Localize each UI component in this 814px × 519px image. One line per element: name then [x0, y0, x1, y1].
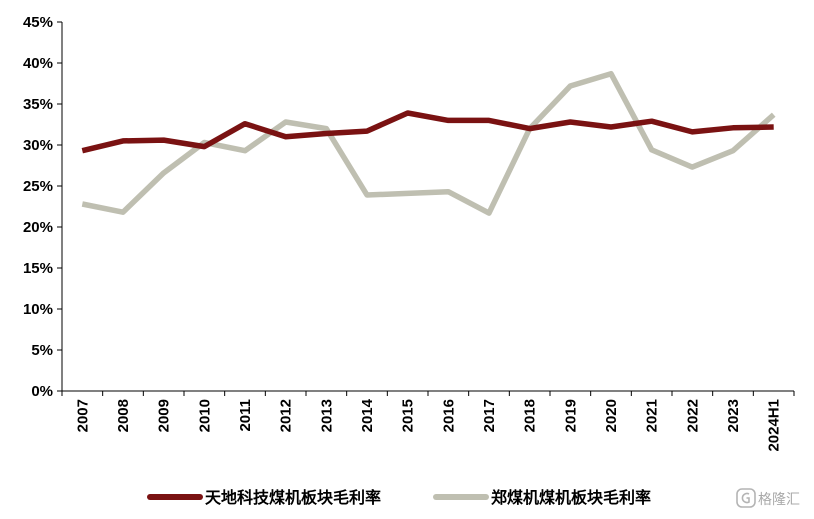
x-tick-label: 2010: [196, 399, 213, 432]
y-tick-label: 10%: [23, 301, 53, 318]
x-tick-label: 2007: [74, 399, 91, 432]
x-tick-label: 2017: [481, 399, 498, 432]
x-tick-label: 2013: [318, 399, 335, 432]
y-tick-label: 35%: [23, 96, 53, 113]
chart-legend: 天地科技煤机板块毛利率 郑煤机煤机板块毛利率: [147, 488, 651, 507]
x-tick-label: 2019: [562, 399, 579, 432]
x-tick-label: 2022: [684, 399, 701, 432]
g-logo-icon: [736, 488, 756, 508]
y-tick-labels: 0% 5% 10% 15% 20% 25% 30% 35% 40% 45%: [23, 14, 53, 400]
y-tick-label: 25%: [23, 178, 53, 195]
y-tick-label: 0%: [31, 383, 53, 400]
x-tick-marks: [61, 391, 795, 396]
watermark-text: 格隆汇: [758, 492, 800, 508]
series-line-1: [81, 110, 774, 154]
y-tick-label: 30%: [23, 137, 53, 154]
legend-label-series-1: 天地科技煤机板块毛利率: [205, 488, 381, 507]
y-tick-label: 5%: [31, 342, 53, 359]
x-tick-label: 2009: [156, 399, 173, 432]
x-tick-labels: 2007 2008 2009 2010 2011 2012 2013 2014 2015 2016…: [74, 398, 782, 451]
x-tick-label: 2008: [115, 399, 132, 432]
chart-axes: [61, 22, 794, 392]
series-lines: [81, 70, 776, 216]
series-1: [81, 110, 774, 154]
y-tick-marks: [57, 21, 62, 392]
x-tick-label: 2015: [400, 399, 417, 432]
legend-label-series-2: 郑煤机煤机板块毛利率: [491, 488, 651, 507]
x-tick-label: 2012: [278, 399, 295, 432]
x-tick-label: 2014: [359, 398, 376, 432]
y-tick-label: 45%: [23, 14, 53, 31]
x-tick-label: 2023: [725, 399, 742, 432]
x-tick-label: 2018: [522, 399, 539, 432]
y-tick-label: 40%: [23, 55, 53, 72]
x-tick-label: 2020: [603, 399, 620, 432]
x-tick-label: 2021: [644, 399, 661, 432]
watermark: 格隆汇: [736, 488, 800, 508]
y-tick-label: 20%: [23, 219, 53, 236]
x-tick-label: 2024H1: [766, 399, 783, 452]
x-tick-label: 2011: [237, 399, 254, 432]
x-tick-label: 2016: [440, 399, 457, 432]
y-tick-label: 15%: [23, 260, 53, 277]
